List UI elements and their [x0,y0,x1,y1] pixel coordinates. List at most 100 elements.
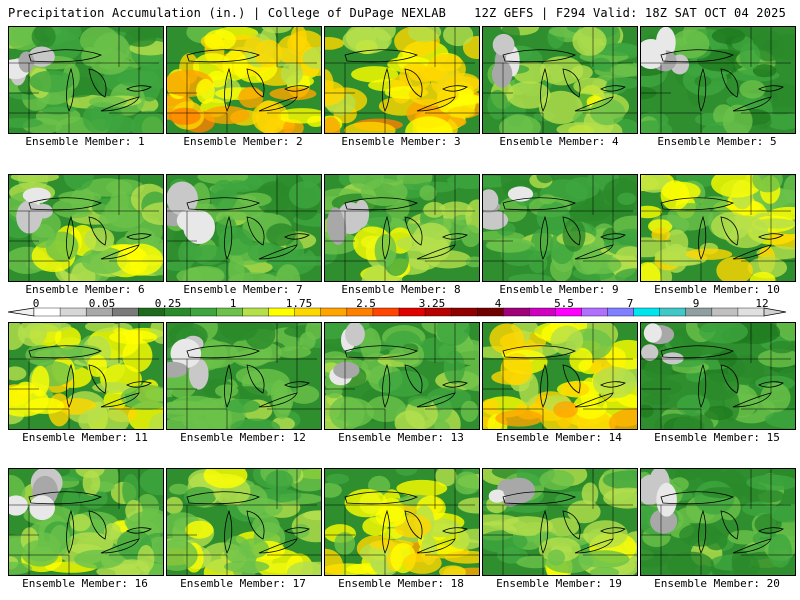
precip-area [752,64,777,78]
precip-area [325,548,343,575]
precip-area [605,80,627,95]
precip-area [641,404,654,418]
precip-area [45,231,79,262]
precip-map [641,27,795,133]
lake-outline [404,364,423,394]
lake-outline [540,509,549,554]
precip-area [457,497,479,514]
precip-area [615,246,637,267]
precip-area [276,346,312,359]
precip-area [244,323,276,350]
colorbar-segment [190,307,217,317]
dry-area [353,199,370,228]
precip-area [454,471,479,495]
precip-area [539,194,556,205]
member-label: Ensemble Member: 15 [654,431,780,444]
precip-area [660,180,690,211]
colorbar-max-arrow [763,307,787,317]
precip-area [396,479,448,497]
precip-area [238,192,272,207]
precip-area [760,382,791,413]
lake-outline [344,49,419,63]
precip-map [325,175,479,281]
precip-area [739,42,761,70]
precip-area [82,101,124,133]
precip-area [203,106,250,124]
precip-area [228,272,279,281]
precip-map [325,27,479,133]
dry-area [503,477,536,504]
dry-area [643,323,662,343]
lake-outline [246,68,265,98]
precip-area [641,501,653,525]
precip-area [617,192,636,205]
lake-outline [246,364,265,394]
precip-area [181,406,232,429]
precip-area [63,175,94,191]
precip-area [694,75,712,87]
precip-map [483,175,637,281]
precip-area [251,514,280,539]
precip-area [641,205,663,219]
precip-area [141,202,163,226]
precip-area [395,469,418,476]
precip-area [293,523,310,538]
ensemble-member-map [324,26,480,134]
precip-map [167,323,321,429]
precip-area [280,62,303,86]
precip-area [9,366,27,381]
dry-area [656,482,677,517]
lake-outline [382,509,391,554]
precip-area [776,323,795,341]
precip-area [722,104,753,133]
precip-area [589,98,626,126]
lake-outline [186,491,261,505]
member-label: Ensemble Member: 7 [183,283,303,296]
precip-area [269,87,317,101]
precip-area [203,469,248,489]
precip-area [215,384,239,398]
precip-area [711,175,763,198]
precip-area [592,366,637,399]
lake-outline [344,197,419,211]
lake-outline [382,363,391,408]
dry-area [29,495,55,521]
member-label: Ensemble Member: 2 [183,135,303,148]
lake-outline [562,216,581,246]
precip-area [746,474,795,491]
precip-area [489,323,525,355]
lake-outline [126,85,152,92]
precip-area [275,264,301,281]
precip-area [553,401,578,418]
member-label: Ensemble Member: 12 [180,431,306,444]
dry-area [188,358,209,390]
lake-outline [562,364,581,394]
precip-area [539,56,584,86]
lake-outline [126,527,152,534]
precip-area [439,565,466,575]
member-label: Ensemble Member: 10 [654,283,780,296]
precip-area [224,398,261,413]
colorbar-min-arrow [7,307,35,317]
precip-area [676,394,710,416]
precip-area [238,538,269,559]
precip-area [602,470,637,490]
precip-colorbar [7,307,787,317]
member-label: Ensemble Member: 4 [499,135,619,148]
precip-area [573,394,608,420]
ensemble-member-map [640,174,796,282]
member-label: Ensemble Member: 19 [496,577,622,590]
precip-area [495,409,544,427]
precip-area [87,354,107,377]
lake-outline [28,197,103,211]
precip-area [26,323,72,332]
lake-outline [698,67,707,112]
map-title: Precipitation Accumulation (in.) | Colle… [8,6,447,20]
member-label: Ensemble Member: 13 [338,431,464,444]
lake-outline [720,364,739,394]
precip-area [764,410,795,429]
precip-area [508,273,552,281]
ensemble-member-map [324,322,480,430]
precip-area [223,560,270,573]
dry-area [507,186,534,202]
